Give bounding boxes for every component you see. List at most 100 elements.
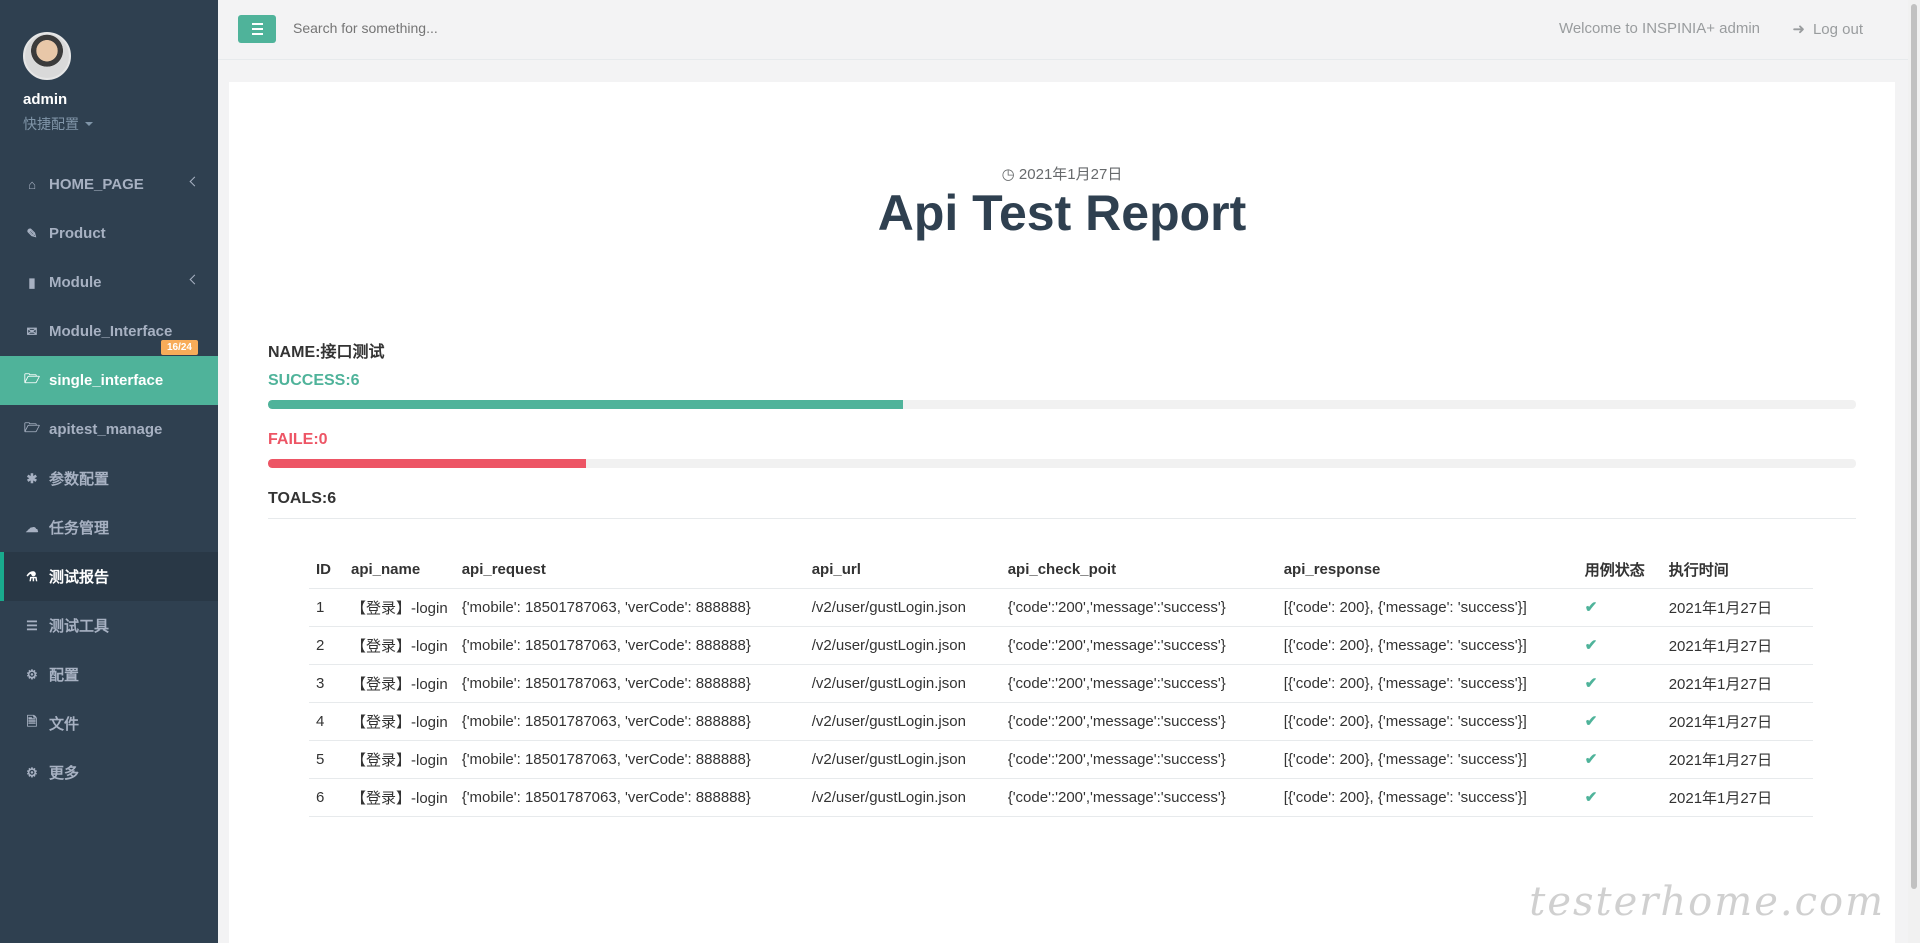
divider — [268, 518, 1856, 519]
sidebar-item-label: 更多 — [49, 765, 80, 782]
sidebar-item-params-config[interactable]: ✱ 参数配置 — [0, 454, 218, 503]
cell-id: 3 — [309, 664, 344, 703]
check-icon: ✔ — [1577, 588, 1662, 627]
chevron-left-icon — [189, 176, 200, 187]
column-header: api_check_poit — [1000, 552, 1277, 589]
search-input[interactable] — [293, 20, 593, 36]
table-row: 2 【登录】-login {'mobile': 18501787063, 've… — [309, 626, 1813, 665]
sidebar-item-label: 测试报告 — [49, 569, 110, 586]
column-header: api_url — [804, 552, 1001, 589]
cell-api-response: [{'code': 200}, {'message': 'success'}] — [1276, 664, 1578, 703]
sidebar-item-files[interactable]: 🗎 文件 — [0, 699, 218, 748]
folder-open-icon: 🗁 — [23, 419, 41, 435]
sidebar-item-label: 配置 — [49, 667, 80, 684]
bar-chart-icon: ▮ — [28, 274, 36, 290]
sidebar-item-more[interactable]: ⚙ 更多 — [0, 748, 218, 797]
home-icon: ⌂ — [28, 177, 36, 192]
results-table: ID api_name api_request api_url api_chec… — [309, 552, 1813, 817]
sidebar-item-test-report[interactable]: ⚗ 测试报告 — [0, 552, 218, 601]
sidebar-nav: ⌂ HOME_PAGE ✎ Product ▮ Module ✉ Module_… — [0, 160, 218, 797]
avatar[interactable] — [23, 32, 71, 80]
cell-api-check: {'code':'200','message':'success'} — [1000, 588, 1277, 627]
sidebar-item-product[interactable]: ✎ Product — [0, 209, 218, 258]
cell-api-name: 【登录】-login — [344, 702, 455, 741]
cell-exec-time: 2021年1月27日 — [1661, 702, 1813, 741]
cell-api-response: [{'code': 200}, {'message': 'success'}] — [1276, 588, 1578, 627]
success-progress-fill — [268, 400, 904, 409]
fail-count: FAILE:0 — [268, 431, 328, 448]
sidebar-item-task-manage[interactable]: ☁ 任务管理 — [0, 503, 218, 552]
column-header: 用例状态 — [1577, 552, 1662, 589]
cell-api-request: {'mobile': 18501787063, 'verCode': 88888… — [454, 664, 805, 703]
menu-toggle-button[interactable] — [238, 15, 276, 43]
sidebar-item-test-tools[interactable]: ☰ 测试工具 — [0, 601, 218, 650]
table-header-row: ID api_name api_request api_url api_chec… — [309, 552, 1813, 589]
sidebar-item-single-interface[interactable]: 🗁 single_interface — [0, 356, 218, 405]
topbar: Welcome to INSPINIA+ admin ➜ Log out — [218, 0, 1908, 60]
cell-api-check: {'code':'200','message':'success'} — [1000, 778, 1277, 817]
file-icon: 🗎 — [26, 713, 38, 729]
cell-api-url: /v2/user/gustLogin.json — [804, 740, 1001, 779]
report-summary: NAME:接口测试 SUCCESS:6 FAILE:0 TOALS:6 — [268, 338, 1856, 519]
asterisk-icon: ✱ — [26, 470, 38, 486]
chevron-left-icon — [189, 274, 200, 285]
sidebar-item-label: Module_Interface — [49, 323, 173, 340]
sidebar-item-label: apitest_manage — [49, 421, 163, 438]
table-row: 6 【登录】-login {'mobile': 18501787063, 've… — [309, 778, 1813, 817]
sidebar: admin 快捷配置 ⌂ HOME_PAGE ✎ Product ▮ Modul… — [0, 0, 218, 943]
sidebar-item-label: 文件 — [49, 716, 80, 733]
logout-label: Log out — [1812, 20, 1863, 38]
total-count: TOALS:6 — [268, 490, 337, 507]
sidebar-item-label: single_interface — [49, 372, 164, 389]
sidebar-item-label: Product — [49, 225, 106, 242]
column-header: ID — [309, 552, 344, 589]
cell-api-request: {'mobile': 18501787063, 'verCode': 88888… — [454, 740, 805, 779]
cell-api-request: {'mobile': 18501787063, 'verCode': 88888… — [454, 702, 805, 741]
sidebar-item-module-interface[interactable]: ✉ Module_Interface 16/24 — [0, 307, 218, 356]
check-icon: ✔ — [1577, 778, 1662, 817]
cloud-download-icon: ☁ — [25, 519, 39, 535]
logout-link[interactable]: ➜ Log out — [1792, 20, 1863, 39]
cell-api-check: {'code':'200','message':'success'} — [1000, 664, 1277, 703]
cell-api-request: {'mobile': 18501787063, 'verCode': 88888… — [454, 626, 805, 665]
report-date-text: 2021年1月27日 — [1018, 166, 1123, 183]
watermark: testerhome.com — [1529, 879, 1885, 925]
table-row: 4 【登录】-login {'mobile': 18501787063, 've… — [309, 702, 1813, 741]
cell-api-check: {'code':'200','message':'success'} — [1000, 702, 1277, 741]
cell-api-name: 【登录】-login — [344, 626, 455, 665]
cell-id: 6 — [309, 778, 344, 817]
profile-name[interactable]: admin — [23, 91, 68, 108]
hamburger-icon — [251, 23, 263, 25]
sidebar-item-config[interactable]: ⚙ 配置 — [0, 650, 218, 699]
cell-api-name: 【登录】-login — [344, 588, 455, 627]
sidebar-item-home-page[interactable]: ⌂ HOME_PAGE — [0, 160, 218, 209]
scrollbar-thumb[interactable] — [1911, 4, 1917, 889]
welcome-message: Welcome to INSPINIA+ admin — [1558, 20, 1760, 37]
folder-open-icon: 🗁 — [23, 370, 41, 386]
gear-icon: ⚙ — [26, 666, 38, 682]
clock-icon: ◷ — [1001, 166, 1015, 183]
cell-api-request: {'mobile': 18501787063, 'verCode': 88888… — [454, 778, 805, 817]
cell-api-request: {'mobile': 18501787063, 'verCode': 88888… — [454, 588, 805, 627]
sidebar-item-module[interactable]: ▮ Module — [0, 258, 218, 307]
profile-dropdown[interactable]: 快捷配置 — [23, 114, 218, 134]
cell-api-url: /v2/user/gustLogin.json — [804, 588, 1001, 627]
cell-api-name: 【登录】-login — [344, 778, 455, 817]
success-progress-bar — [268, 400, 1856, 409]
cell-id: 4 — [309, 702, 344, 741]
cell-api-response: [{'code': 200}, {'message': 'success'}] — [1276, 626, 1578, 665]
sidebar-item-apitest-manage[interactable]: 🗁 apitest_manage — [0, 405, 218, 454]
check-icon: ✔ — [1577, 626, 1662, 665]
cell-api-check: {'code':'200','message':'success'} — [1000, 626, 1277, 665]
column-header: 执行时间 — [1661, 552, 1813, 589]
sidebar-item-label: 测试工具 — [49, 618, 110, 635]
column-header: api_name — [344, 552, 455, 589]
report-name: NAME:接口测试 — [268, 344, 385, 361]
fail-progress-bar — [268, 459, 1856, 468]
cell-id: 5 — [309, 740, 344, 779]
cell-api-name: 【登录】-login — [344, 740, 455, 779]
cell-api-name: 【登录】-login — [344, 664, 455, 703]
page-scrollbar[interactable] — [1908, 0, 1920, 943]
profile-role-label: 快捷配置 — [23, 116, 79, 132]
sidebar-item-label: 参数配置 — [49, 471, 110, 488]
